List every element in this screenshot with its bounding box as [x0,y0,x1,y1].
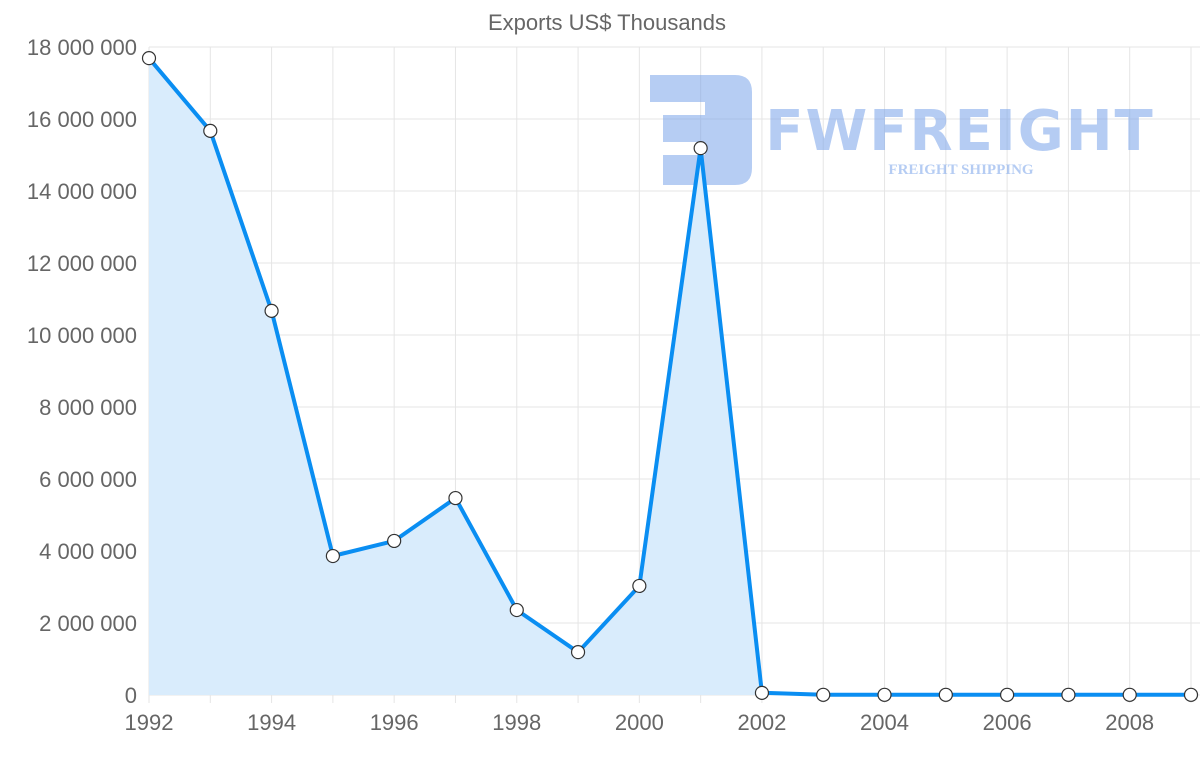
data-point[interactable] [1000,687,1015,702]
y-tick-label: 12 000 000 [27,251,137,276]
series-line [147,56,1191,697]
data-point[interactable] [570,645,586,660]
y-tick-label: 4 000 000 [39,539,137,564]
y-tick-label: 8 000 000 [39,395,137,420]
data-point[interactable] [325,548,340,564]
y-tick-label: 6 000 000 [39,467,137,492]
y-tick-label: 10 000 000 [27,323,137,348]
x-tick-label: 2008 [1105,710,1154,735]
x-tick-label: 2006 [983,710,1032,735]
x-tick-label: 1994 [247,710,296,735]
data-point[interactable] [387,533,402,549]
axis-ticks: 0 2 000 000 4 000 000 6 000 000 8 000 000 10 … [27,35,1154,735]
x-tick-label: 2004 [860,710,909,735]
data-point[interactable] [1061,687,1076,702]
x-tick-label: 1996 [370,710,419,735]
data-point[interactable] [141,51,157,66]
data-point[interactable] [509,602,524,618]
data-point[interactable] [938,687,953,702]
svg-text:FREIGHT SHIPPING: FREIGHT SHIPPING [888,162,1033,178]
data-point[interactable] [693,141,708,156]
y-tick-label: 0 [125,683,137,708]
data-point[interactable] [203,123,218,138]
data-point[interactable] [264,303,279,318]
x-tick-label: 1998 [492,710,541,735]
x-tick-label: 1992 [125,710,174,735]
x-tick-label: 2000 [615,710,664,735]
y-tick-label: 2 000 000 [39,611,137,636]
y-tick-label: 14 000 000 [27,179,137,204]
data-point[interactable] [754,685,770,700]
data-point[interactable] [448,490,463,506]
chart-title: Exports US$ Thousands [488,10,726,35]
data-point[interactable] [632,578,647,594]
data-point[interactable] [1183,687,1199,702]
data-points [141,51,1199,702]
data-point[interactable] [816,687,831,702]
svg-text:FWFREIGHT: FWFREIGHT [765,99,1155,164]
data-point[interactable] [1122,687,1137,702]
x-tick-label: 2002 [737,710,786,735]
fwfreight-watermark-logo: FWFREIGHT FREIGHT SHIPPING [650,75,1155,185]
y-tick-label: 16 000 000 [27,107,137,132]
y-tick-label: 18 000 000 [27,35,137,60]
data-point[interactable] [877,687,892,702]
